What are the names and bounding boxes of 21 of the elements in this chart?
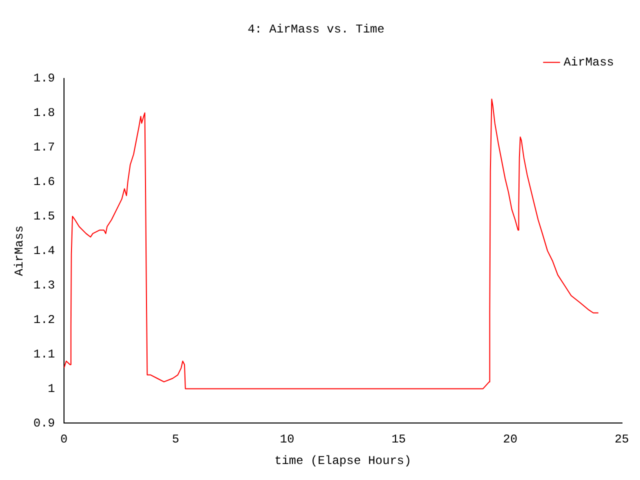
y-tick-label: 1.2 xyxy=(33,312,56,327)
x-axis-title: time (Elapse Hours) xyxy=(274,454,412,468)
y-tick-label: 1.3 xyxy=(33,278,56,292)
x-tick-label: 20 xyxy=(503,432,518,447)
x-tick-label: 5 xyxy=(172,432,180,447)
y-tick-label: 1.4 xyxy=(33,244,56,258)
y-tick-label: 1.8 xyxy=(33,106,56,120)
x-tick-label: 0 xyxy=(60,432,68,447)
legend-label: AirMass xyxy=(564,56,614,70)
y-tick-label: 1 xyxy=(48,382,56,396)
chart-title: 4: AirMass vs. Time xyxy=(248,22,384,36)
y-tick-label: 1.5 xyxy=(33,209,56,224)
x-tick-label: 25 xyxy=(614,432,629,447)
y-axis-title: AirMass xyxy=(12,226,26,276)
y-tick-label: 0.9 xyxy=(33,416,56,430)
y-tick-label: 1.6 xyxy=(33,175,56,190)
x-tick-label: 15 xyxy=(391,432,406,447)
y-tick-label: 1.1 xyxy=(33,347,56,362)
x-tick-label: 10 xyxy=(280,432,294,447)
y-tick-label: 1.7 xyxy=(33,140,56,155)
y-tick-label: 1.9 xyxy=(33,72,56,86)
